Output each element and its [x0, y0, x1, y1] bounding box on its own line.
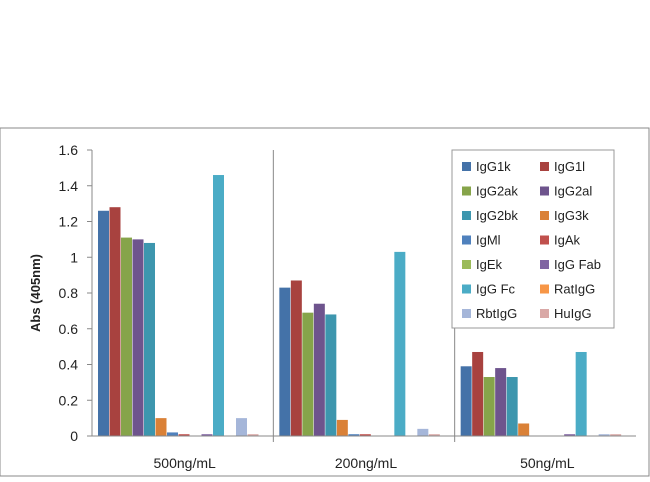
bar-igml: [348, 434, 360, 436]
bar-igg2al: [495, 368, 507, 436]
x-tick-label: 50ng/mL: [520, 455, 575, 471]
x-tick-label: 200ng/mL: [335, 455, 397, 471]
bar-rbtigg: [598, 434, 610, 436]
legend-swatch: [462, 284, 471, 294]
legend-label: HuIgG: [554, 306, 592, 321]
bars: [98, 175, 622, 436]
legend-label: RatIgG: [554, 282, 595, 297]
bar-igg1l: [109, 207, 121, 436]
legend-label: IgG2ak: [476, 184, 518, 199]
bar-igg2al: [132, 239, 144, 436]
bar-igg-fc: [575, 351, 587, 436]
bar-igg1l: [290, 280, 302, 436]
bar-huigg: [610, 434, 622, 436]
bar-igg3k: [518, 423, 530, 436]
legend-label: IgG3k: [554, 208, 589, 223]
y-tick-label: 0.4: [59, 357, 79, 373]
bar-igg-fc: [213, 175, 224, 436]
legend: IgG1k IgG1l IgG2ak IgG2al IgG2bk IgG3k IgMl IgA…: [451, 149, 615, 329]
y-tick-label: 0: [70, 428, 78, 444]
bar-igg2ak: [302, 312, 314, 436]
legend-swatch: [540, 162, 549, 171]
legend-swatch: [462, 260, 471, 269]
bar-igg2bk: [325, 314, 337, 436]
legend-label: IgEk: [476, 257, 503, 272]
bar-igg3k: [336, 419, 348, 436]
bar-huigg: [247, 434, 259, 436]
y-tick-label: 0.8: [59, 285, 79, 301]
y-tick-label: 0.6: [59, 321, 79, 337]
bar-rbtigg: [236, 418, 247, 436]
bar-igg1k: [98, 210, 109, 436]
bar-igg-fab: [201, 434, 213, 436]
legend-label: IgMl: [476, 233, 501, 248]
legend-label: IgG1l: [554, 159, 585, 174]
bar-igg-fab: [564, 434, 576, 436]
legend-box: [451, 149, 615, 329]
legend-label: RbtIgG: [476, 306, 517, 321]
legend-swatch: [462, 309, 471, 318]
bar-rbtigg: [417, 428, 429, 436]
y-tick-label: 1.4: [59, 178, 79, 194]
legend-swatch: [540, 260, 549, 269]
y-tick-label: 0.2: [59, 392, 79, 408]
legend-label: IgG Fc: [476, 282, 516, 297]
bar-igg2ak: [483, 377, 495, 436]
legend-swatch: [540, 309, 549, 318]
legend-label: IgG2bk: [476, 208, 518, 223]
legend-label: IgAk: [554, 233, 581, 248]
x-tick-labels: 500ng/mL 200ng/mL 50ng/mL: [154, 455, 575, 471]
x-tick-label: 500ng/mL: [154, 455, 216, 471]
bar-igg2ak: [121, 237, 132, 436]
bar-huigg: [428, 434, 440, 436]
bar-igak: [359, 434, 371, 436]
y-axis-label: Abs (405nm): [28, 254, 43, 332]
legend-swatch: [540, 235, 549, 245]
legend-swatch: [462, 211, 471, 220]
y-tick-label: 1.6: [59, 142, 79, 158]
legend-label: IgG2al: [554, 184, 592, 199]
legend-swatch: [462, 235, 471, 245]
y-tick-labels: 0 0.2 0.4 0.6 0.8 1 1.2 1.4 1.6: [59, 142, 92, 444]
bar-igml: [167, 432, 178, 436]
legend-swatch: [540, 284, 549, 294]
bar-igg-fc: [394, 251, 406, 436]
legend-swatch: [462, 186, 471, 196]
legend-swatch: [540, 186, 549, 196]
bar-igg1k: [279, 287, 291, 436]
legend-swatch: [540, 211, 549, 220]
legend-label: IgG1k: [476, 159, 511, 174]
bar-igg2al: [313, 303, 325, 436]
bar-igg2bk: [506, 377, 518, 436]
bar-igg1k: [460, 366, 472, 436]
legend-label: IgG Fab: [554, 257, 601, 272]
bar-igak: [178, 434, 190, 436]
y-tick-label: 1: [70, 249, 78, 265]
y-tick-label: 1.2: [59, 214, 79, 230]
bar-igg1l: [472, 351, 484, 436]
bar-igg2bk: [144, 242, 155, 436]
bar-igg3k: [155, 418, 167, 436]
legend-swatch: [462, 162, 471, 171]
